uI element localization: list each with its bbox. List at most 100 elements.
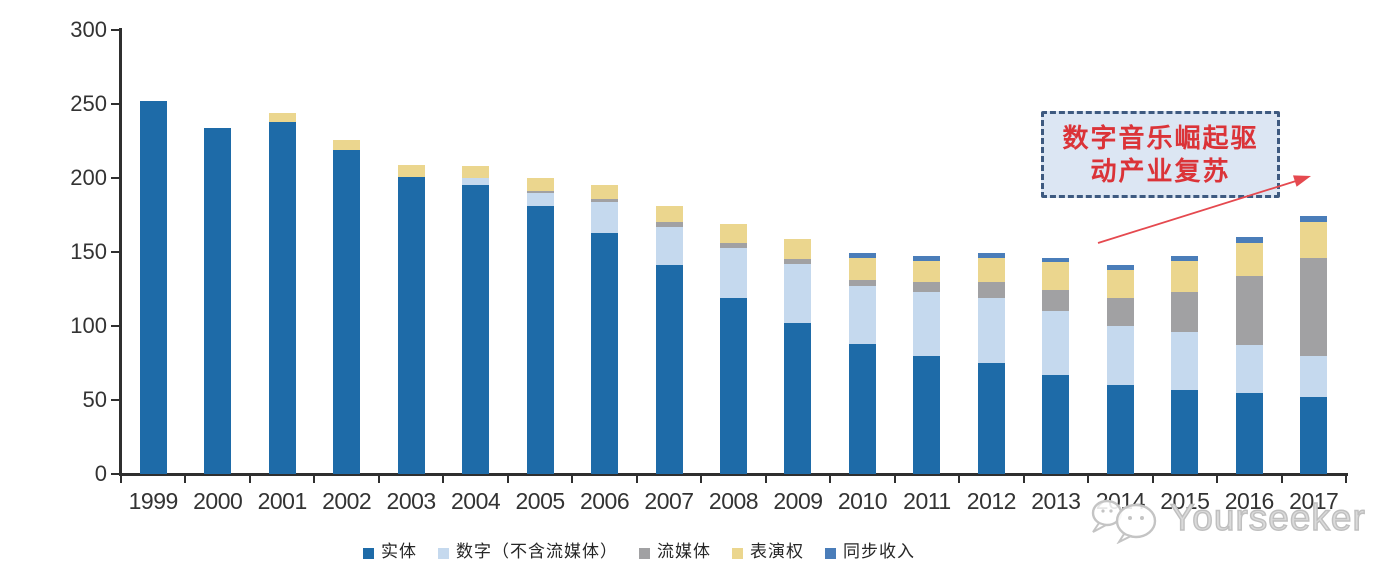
legend-color-swatch — [732, 547, 743, 559]
x-axis-year-label: 2010 — [837, 488, 888, 514]
x-axis-tick — [1216, 475, 1219, 483]
x-axis-year-label: 2016 — [1224, 488, 1275, 514]
bar-segment — [784, 238, 812, 260]
legend-label: 表演权 — [750, 542, 804, 561]
bar-segment — [977, 297, 1005, 363]
x-axis-year-label: 2017 — [1289, 488, 1339, 514]
bar-segment — [526, 178, 554, 192]
x-axis-tick — [1280, 475, 1283, 483]
x-axis-tick — [1151, 475, 1154, 483]
bar-segment — [526, 191, 554, 193]
bar-segment — [333, 139, 361, 150]
x-axis-tick — [958, 475, 961, 483]
bar-segment — [1042, 262, 1070, 291]
arrowhead-icon — [1293, 175, 1311, 187]
bar-segment — [397, 176, 425, 474]
x-axis-tick — [1087, 475, 1090, 483]
bar-segment — [977, 253, 1005, 258]
bar-segment — [1300, 257, 1328, 356]
x-axis-tick — [764, 475, 767, 483]
x-axis-year-label: 2004 — [451, 488, 501, 514]
bar-segment — [913, 291, 941, 356]
bar-segment — [333, 149, 361, 474]
bar-segment — [1235, 243, 1263, 276]
bar-segment — [1300, 216, 1328, 223]
x-axis-year-label: 2009 — [773, 488, 823, 514]
bar-segment — [1235, 392, 1263, 474]
bar-segment — [848, 286, 876, 344]
bar-segment — [848, 343, 876, 474]
bar-segment — [1042, 257, 1070, 263]
x-axis-year-label: 2013 — [1031, 488, 1081, 514]
annotation-callout-box: 数字音乐崛起驱 动产业复苏 — [1041, 111, 1280, 198]
bar-segment — [913, 256, 941, 261]
bar-segment — [655, 206, 683, 223]
bar-segment — [720, 243, 747, 248]
bar-segment — [720, 247, 747, 298]
bar-segment — [1106, 385, 1134, 474]
bar-segment — [977, 257, 1005, 282]
bar-segment — [591, 198, 619, 202]
y-axis-tick — [111, 29, 120, 32]
legend-item: 同步收入 — [825, 542, 915, 562]
bar-segment — [1171, 389, 1199, 474]
bar-segment — [462, 178, 490, 186]
y-axis-tick-label: 100 — [70, 313, 107, 338]
x-axis-tick — [184, 475, 187, 483]
bar-segment — [1106, 265, 1134, 270]
bar-segment — [848, 257, 876, 281]
bar-segment — [1300, 397, 1328, 474]
x-axis-year-label: 2002 — [322, 488, 372, 514]
bar-segment — [397, 164, 425, 177]
x-axis-year-label: 2015 — [1160, 488, 1210, 514]
x-axis-year-label: 2008 — [708, 488, 759, 514]
bar-segment — [1042, 290, 1070, 312]
bar-segment — [139, 101, 167, 474]
bar-segment — [720, 223, 747, 244]
bar-segment — [720, 297, 747, 474]
bar-segment — [591, 201, 619, 233]
x-axis-tick — [120, 475, 122, 483]
bar-segment — [462, 166, 490, 178]
bar-segment — [655, 265, 683, 474]
bar-segment — [913, 355, 941, 474]
y-axis-tick-label: 250 — [70, 91, 107, 116]
legend: 实体 数字（不含流媒体） 流媒体 表演权 同步收入 — [363, 542, 915, 562]
legend-item: 表演权 — [732, 542, 804, 562]
y-axis-tick — [111, 473, 120, 476]
legend-item: 流媒体 — [639, 542, 711, 562]
legend-item: 实体 — [363, 542, 417, 562]
x-axis-tick — [893, 475, 896, 483]
x-axis-tick — [1022, 475, 1025, 483]
x-axis-tick — [313, 475, 316, 483]
x-axis-year-label: 2007 — [644, 488, 694, 514]
x-axis-year-label: 1999 — [128, 488, 179, 514]
y-axis-tick-label: 50 — [82, 387, 107, 412]
y-axis-tick — [111, 251, 120, 254]
bar-segment — [1106, 326, 1134, 386]
y-axis-tick — [111, 399, 120, 402]
x-axis-year-label: 2005 — [515, 488, 565, 514]
bar-segment — [977, 363, 1005, 474]
bar-segment — [1042, 374, 1070, 474]
bar-segment — [913, 281, 941, 292]
bar-segment — [591, 232, 619, 474]
annotation-text-line2: 动产业复苏 — [1090, 155, 1231, 186]
x-axis-tick — [635, 475, 638, 483]
y-axis-tick-label: 200 — [70, 165, 107, 190]
bar-segment — [1171, 291, 1199, 332]
bar-segment — [268, 112, 296, 122]
legend-color-swatch — [363, 547, 374, 559]
x-axis-tick — [377, 475, 380, 483]
bar-segment — [655, 226, 683, 266]
bar-segment — [268, 121, 296, 474]
legend-label: 同步收入 — [843, 542, 915, 561]
bar-segment — [848, 253, 876, 258]
bar-segment — [591, 185, 619, 199]
y-axis-tick-label: 300 — [70, 17, 107, 42]
bar-segment — [1235, 237, 1263, 244]
annotation-text-line1: 数字音乐崛起驱 — [1062, 122, 1259, 153]
bar-segment — [1171, 331, 1199, 390]
x-axis-year-label: 2012 — [966, 488, 1017, 514]
bar-segment — [1235, 345, 1263, 393]
